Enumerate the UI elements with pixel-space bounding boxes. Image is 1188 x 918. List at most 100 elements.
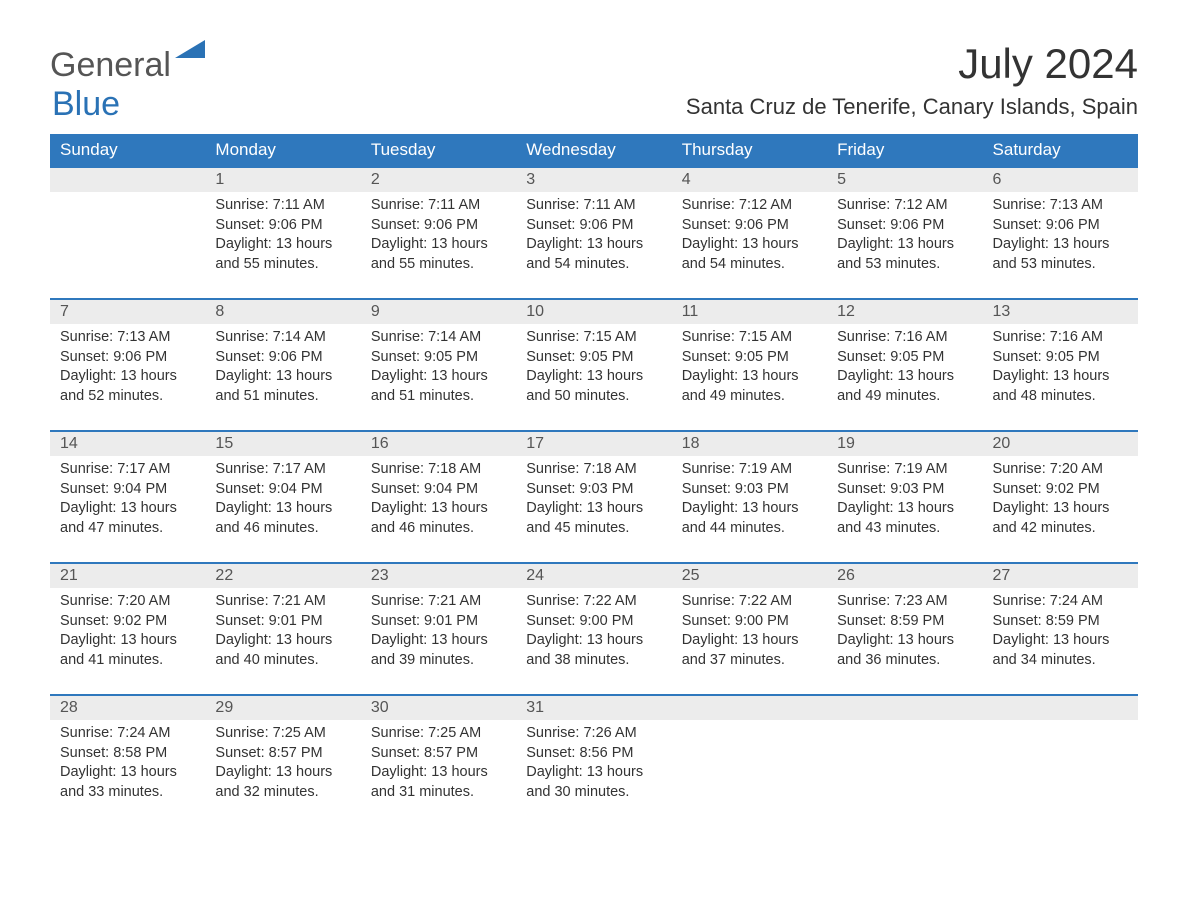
header: General Blue July 2024 Santa Cruz de Ten…	[50, 40, 1138, 130]
day-number-bar: 28	[50, 696, 205, 720]
sunrise-line: Sunrise: 7:11 AM	[371, 196, 506, 216]
sunrise-line: Sunrise: 7:21 AM	[215, 592, 350, 612]
calendar-day-cell: 28 Sunrise: 7:24 AMSunset: 8:58 PMDayligh…	[50, 695, 205, 826]
logo-text-blue: Blue	[52, 85, 120, 123]
day-details: Sunrise: 7:17 AMSunset: 9:04 PMDaylight:…	[205, 456, 360, 538]
daylight-line: Daylight: 13 hours and 46 minutes.	[371, 499, 506, 538]
sunrise-line: Sunrise: 7:16 AM	[993, 328, 1128, 348]
calendar-week-row: 7Sunrise: 7:13 AMSunset: 9:06 PMDaylight…	[50, 299, 1138, 431]
dow-header: Saturday	[983, 134, 1138, 167]
day-number-bar: 12	[827, 300, 982, 324]
day-details: Sunrise: 7:11 AMSunset: 9:06 PMDaylight:…	[205, 192, 360, 274]
dow-header: Friday	[827, 134, 982, 167]
day-details: Sunrise: 7:17 AMSunset: 9:04 PMDaylight:…	[50, 456, 205, 538]
sunrise-line: Sunrise: 7:17 AM	[60, 460, 195, 480]
sunrise-line: Sunrise: 7:24 AM	[60, 724, 195, 744]
sunrise-line: Sunrise: 7:18 AM	[371, 460, 506, 480]
sunset-line: Sunset: 9:05 PM	[993, 348, 1128, 368]
day-number-bar: 8	[205, 300, 360, 324]
day-number-bar: 27	[983, 564, 1138, 588]
calendar-week-row: 28Sunrise: 7:24 AMSunset: 8:58 PMDayligh…	[50, 695, 1138, 826]
sunset-line: Sunset: 9:02 PM	[60, 612, 195, 632]
day-number-bar: 22	[205, 564, 360, 588]
daylight-line: Daylight: 13 hours and 46 minutes.	[215, 499, 350, 538]
day-number-bar: 17	[516, 432, 671, 456]
daylight-line: Daylight: 13 hours and 32 minutes.	[215, 763, 350, 802]
calendar-day-cell: 9Sunrise: 7:14 AMSunset: 9:05 PMDaylight…	[361, 299, 516, 431]
sunset-line: Sunset: 9:01 PM	[215, 612, 350, 632]
sunset-line: Sunset: 9:05 PM	[526, 348, 661, 368]
calendar-day-cell: 20Sunrise: 7:20 AMSunset: 9:02 PMDayligh…	[983, 431, 1138, 563]
day-details: Sunrise: 7:14 AMSunset: 9:06 PMDaylight:…	[205, 324, 360, 406]
sunrise-line: Sunrise: 7:11 AM	[215, 196, 350, 216]
sunrise-line: Sunrise: 7:22 AM	[682, 592, 817, 612]
sunrise-line: Sunrise: 7:14 AM	[215, 328, 350, 348]
day-number-bar: 6	[983, 168, 1138, 192]
sunset-line: Sunset: 8:57 PM	[215, 744, 350, 764]
calendar-day-cell: 1Sunrise: 7:11 AMSunset: 9:06 PMDaylight…	[205, 167, 360, 299]
daylight-line: Daylight: 13 hours and 51 minutes.	[371, 367, 506, 406]
day-number-bar	[983, 696, 1138, 720]
day-details: Sunrise: 7:13 AMSunset: 9:06 PMDaylight:…	[983, 192, 1138, 274]
daylight-line: Daylight: 13 hours and 33 minutes.	[60, 763, 195, 802]
sunset-line: Sunset: 9:06 PM	[993, 216, 1128, 236]
day-details: Sunrise: 7:18 AMSunset: 9:03 PMDaylight:…	[516, 456, 671, 538]
day-details: Sunrise: 7:13 AMSunset: 9:06 PMDaylight:…	[50, 324, 205, 406]
day-number-bar: 13	[983, 300, 1138, 324]
day-details: Sunrise: 7:25 AMSunset: 8:57 PMDaylight:…	[361, 720, 516, 802]
sunset-line: Sunset: 8:59 PM	[993, 612, 1128, 632]
day-details: Sunrise: 7:19 AMSunset: 9:03 PMDaylight:…	[672, 456, 827, 538]
logo-text-general: General	[50, 46, 171, 84]
calendar-table: Sunday Monday Tuesday Wednesday Thursday…	[50, 134, 1138, 826]
calendar-day-cell: 23Sunrise: 7:21 AMSunset: 9:01 PMDayligh…	[361, 563, 516, 695]
sunset-line: Sunset: 9:04 PM	[215, 480, 350, 500]
calendar-day-cell: 4Sunrise: 7:12 AMSunset: 9:06 PMDaylight…	[672, 167, 827, 299]
sunset-line: Sunset: 9:05 PM	[682, 348, 817, 368]
calendar-day-cell: 29Sunrise: 7:25 AMSunset: 8:57 PMDayligh…	[205, 695, 360, 826]
sunrise-line: Sunrise: 7:12 AM	[682, 196, 817, 216]
daylight-line: Daylight: 13 hours and 37 minutes.	[682, 631, 817, 670]
daylight-line: Daylight: 13 hours and 49 minutes.	[837, 367, 972, 406]
day-number-bar: 5	[827, 168, 982, 192]
day-number-bar: 10	[516, 300, 671, 324]
daylight-line: Daylight: 13 hours and 54 minutes.	[526, 235, 661, 274]
day-details: Sunrise: 7:22 AMSunset: 9:00 PMDaylight:…	[672, 588, 827, 670]
sunrise-line: Sunrise: 7:14 AM	[371, 328, 506, 348]
logo: General Blue	[50, 40, 205, 124]
daylight-line: Daylight: 13 hours and 39 minutes.	[371, 631, 506, 670]
sunset-line: Sunset: 9:05 PM	[371, 348, 506, 368]
day-details: Sunrise: 7:16 AMSunset: 9:05 PMDaylight:…	[827, 324, 982, 406]
day-number-bar: 23	[361, 564, 516, 588]
calendar-day-cell: 7Sunrise: 7:13 AMSunset: 9:06 PMDaylight…	[50, 299, 205, 431]
calendar-day-cell: 22Sunrise: 7:21 AMSunset: 9:01 PMDayligh…	[205, 563, 360, 695]
sunrise-line: Sunrise: 7:19 AM	[682, 460, 817, 480]
daylight-line: Daylight: 13 hours and 34 minutes.	[993, 631, 1128, 670]
calendar-day-cell: 24Sunrise: 7:22 AMSunset: 9:00 PMDayligh…	[516, 563, 671, 695]
calendar-day-cell: 10Sunrise: 7:15 AMSunset: 9:05 PMDayligh…	[516, 299, 671, 431]
day-number-bar: 3	[516, 168, 671, 192]
sunset-line: Sunset: 9:06 PM	[60, 348, 195, 368]
day-details: Sunrise: 7:18 AMSunset: 9:04 PMDaylight:…	[361, 456, 516, 538]
sunset-line: Sunset: 9:06 PM	[526, 216, 661, 236]
calendar-day-cell: 30Sunrise: 7:25 AMSunset: 8:57 PMDayligh…	[361, 695, 516, 826]
calendar-day-cell	[983, 695, 1138, 826]
sunrise-line: Sunrise: 7:13 AM	[60, 328, 195, 348]
sunset-line: Sunset: 9:01 PM	[371, 612, 506, 632]
sunset-line: Sunset: 9:06 PM	[215, 348, 350, 368]
day-number-bar: 30	[361, 696, 516, 720]
day-details: Sunrise: 7:19 AMSunset: 9:03 PMDaylight:…	[827, 456, 982, 538]
sunset-line: Sunset: 9:04 PM	[60, 480, 195, 500]
calendar-week-row: 21Sunrise: 7:20 AMSunset: 9:02 PMDayligh…	[50, 563, 1138, 695]
sunset-line: Sunset: 8:58 PM	[60, 744, 195, 764]
day-number-bar: 4	[672, 168, 827, 192]
calendar-day-cell: 2Sunrise: 7:11 AMSunset: 9:06 PMDaylight…	[361, 167, 516, 299]
calendar-day-cell: 27Sunrise: 7:24 AMSunset: 8:59 PMDayligh…	[983, 563, 1138, 695]
day-number-bar: 15	[205, 432, 360, 456]
daylight-line: Daylight: 13 hours and 48 minutes.	[993, 367, 1128, 406]
sunset-line: Sunset: 8:56 PM	[526, 744, 661, 764]
sunset-line: Sunset: 9:06 PM	[682, 216, 817, 236]
sunset-line: Sunset: 8:59 PM	[837, 612, 972, 632]
daylight-line: Daylight: 13 hours and 44 minutes.	[682, 499, 817, 538]
sunset-line: Sunset: 9:06 PM	[371, 216, 506, 236]
logo-flag-icon	[175, 40, 205, 58]
